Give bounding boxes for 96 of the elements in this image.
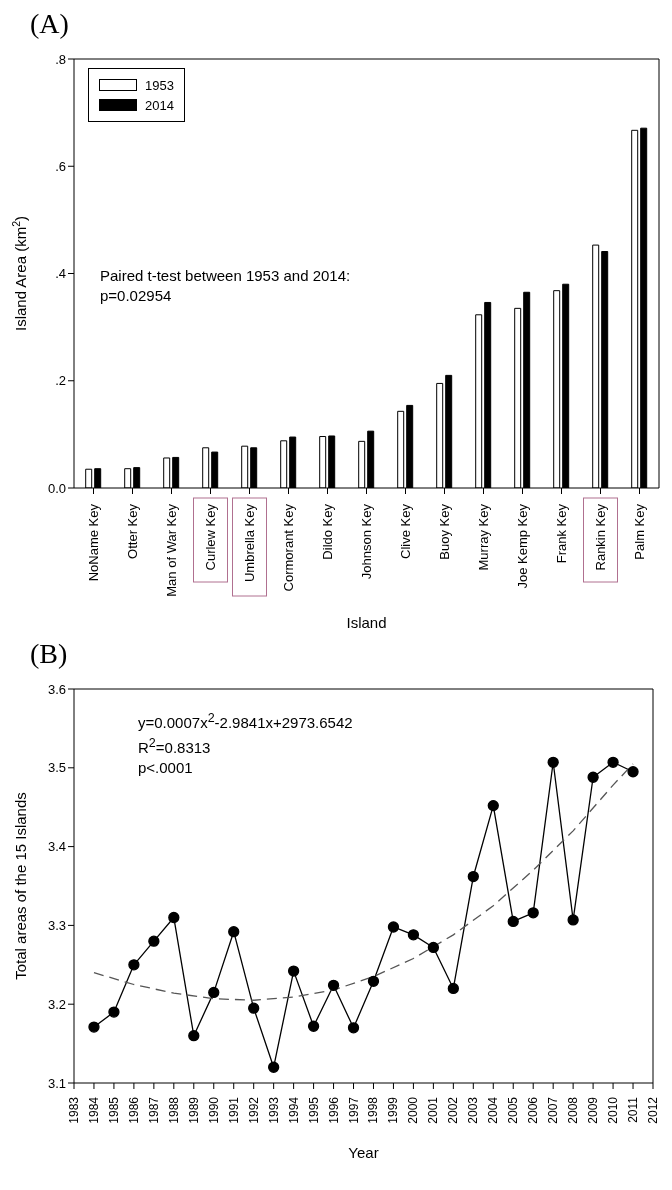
chart-title: (B) xyxy=(29,638,69,671)
y-tick-label: .2 xyxy=(55,373,66,389)
point xyxy=(188,1030,200,1042)
point xyxy=(108,1006,120,1018)
x-tick-label: Otter Key xyxy=(125,503,140,559)
point xyxy=(88,1021,100,1033)
point xyxy=(367,975,380,987)
y-tick-label: 3.4 xyxy=(47,839,66,855)
annotation: R$^{2}$=0.8313 xyxy=(138,735,212,758)
x-tick-label: 2009 xyxy=(586,1096,601,1124)
y-tick-label: 3.5 xyxy=(47,760,66,776)
x-tick-label: 2012 xyxy=(646,1096,660,1124)
point xyxy=(507,915,519,928)
x-tick-label: Umbrella Key xyxy=(242,503,257,583)
y-tick-label: 3.6 xyxy=(47,681,66,697)
x-tick-label: Palm Key xyxy=(632,503,647,560)
x-tick-label: 1991 xyxy=(226,1096,241,1124)
point xyxy=(128,959,140,971)
x-tick-label: 1998 xyxy=(366,1096,381,1124)
annotation: p<.0001 xyxy=(138,758,194,778)
annotation: p=0.02954 xyxy=(100,286,173,306)
x-tick-label: 2004 xyxy=(486,1096,501,1124)
y-tick-label: .6 xyxy=(55,158,66,174)
x-tick-label: 1983 xyxy=(67,1096,81,1124)
y-tick-label: .8 xyxy=(55,51,66,67)
x-tick-label: 2011 xyxy=(626,1096,641,1123)
point xyxy=(447,982,459,995)
x-tick-label: 2001 xyxy=(426,1096,441,1124)
point xyxy=(347,1022,360,1034)
x-tick-label: 1984 xyxy=(86,1096,101,1124)
point xyxy=(208,986,220,999)
point xyxy=(307,1020,320,1032)
legend-label: 1953 xyxy=(145,77,174,93)
point xyxy=(587,771,599,783)
point xyxy=(407,929,420,941)
x-tick-label: 1995 xyxy=(306,1096,321,1124)
x-tick-label: 1989 xyxy=(186,1096,201,1124)
x-tick-label: 2002 xyxy=(446,1096,461,1124)
x-tick-label: 1987 xyxy=(146,1096,161,1124)
x-tick-label: 1999 xyxy=(386,1096,401,1124)
x-tick-label: 2003 xyxy=(466,1096,481,1124)
point xyxy=(248,1002,260,1014)
x-tick-label: Joe Kemp Key xyxy=(515,503,530,589)
x-tick-label: 2000 xyxy=(406,1096,421,1124)
x-tick-label: 1986 xyxy=(126,1096,141,1124)
x-tick-label: 1992 xyxy=(246,1096,261,1124)
y-tick-label: .4 xyxy=(55,266,66,282)
y-tick-label: 3.1 xyxy=(47,1075,66,1091)
point xyxy=(148,935,160,947)
point xyxy=(487,799,499,812)
x-tick-label: NoName Key xyxy=(86,503,101,582)
chart-title: (A) xyxy=(29,8,70,41)
point xyxy=(228,926,240,938)
x-tick-label: 1990 xyxy=(206,1096,221,1124)
x-tick-label: Frank Key xyxy=(554,503,569,564)
x-tick-label: 1993 xyxy=(266,1096,281,1124)
x-tick-label: 1994 xyxy=(286,1096,301,1124)
x-tick-label: 1988 xyxy=(166,1096,181,1124)
x-tick-label: Buoy Key xyxy=(437,503,452,560)
x-tick-label: Man of War Key xyxy=(164,503,179,597)
x-tick-label: 2008 xyxy=(566,1096,581,1124)
y-tick-label: 0.0 xyxy=(47,480,66,496)
x-tick-label: 1985 xyxy=(106,1096,121,1124)
annotation: y=0.0007x$^{2}$-2.9841x+2973.6542 xyxy=(138,710,353,733)
x-tick-label: 1997 xyxy=(346,1096,361,1124)
y-tick-label: 3.3 xyxy=(47,918,66,934)
point xyxy=(567,914,579,926)
point xyxy=(287,965,300,977)
point xyxy=(387,921,400,933)
x-tick-label: Dildo Key xyxy=(320,503,335,560)
x-tick-label: 2010 xyxy=(606,1096,621,1124)
x-tick-label: Curlew Key xyxy=(203,503,218,571)
y-axis-title: Total areas of the 15 Islands xyxy=(12,792,29,980)
point xyxy=(627,766,639,778)
x-tick-label: Cormorant Key xyxy=(281,503,296,592)
x-tick-label: Johnson Key xyxy=(359,503,374,580)
point xyxy=(547,756,559,768)
point xyxy=(268,1061,280,1073)
legend-label: 2014 xyxy=(145,97,174,113)
point xyxy=(427,941,440,954)
point xyxy=(607,756,619,768)
point xyxy=(327,979,340,991)
x-tick-label: Murray Key xyxy=(476,503,491,571)
x-axis-title: Year xyxy=(348,1144,379,1161)
x-tick-label: Rankin Key xyxy=(593,503,608,571)
y-tick-label: 3.2 xyxy=(47,996,66,1012)
x-tick-label: 1996 xyxy=(326,1096,341,1124)
x-tick-label: 2005 xyxy=(506,1096,521,1124)
point xyxy=(527,907,539,919)
annotation: Paired t-test between 1953 and 2014: xyxy=(100,266,351,286)
x-tick-label: Clive Key xyxy=(398,503,413,559)
point xyxy=(467,870,479,883)
x-tick-label: 2007 xyxy=(546,1096,561,1124)
point xyxy=(168,911,180,924)
x-tick-label: 2006 xyxy=(526,1096,541,1124)
x-axis-title: Island xyxy=(346,614,387,631)
